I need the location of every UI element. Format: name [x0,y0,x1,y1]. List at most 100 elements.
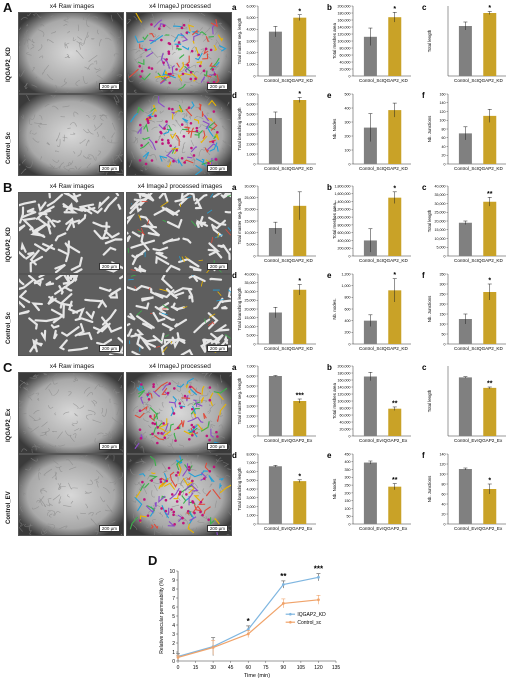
category-label: Control_Ev [359,438,382,443]
significance-marker: * [247,617,251,626]
y-tick-label: 200 [345,491,351,495]
y-tick-label: 40,000 [340,420,351,424]
y-tick-label: 140,000 [338,385,351,389]
processed-micrograph: 200 µm [126,372,232,454]
y-tick-label: 6,000 [247,102,256,106]
category-label: Control_Sc [454,166,477,171]
y-axis-label: Total meshes area [332,203,337,239]
y-tick-label: 1 [172,650,175,656]
row-label: Control_Sc [6,131,12,164]
category-label: IQGAP2_Ex [382,438,408,443]
subpanel-letter: f [422,271,425,280]
y-tick-label: 0 [254,162,256,166]
image-title: x4 Raw images [49,3,95,10]
legend-marker [289,612,292,616]
subpanel-letter: f [422,91,425,100]
x-tick-label: 135 [332,665,341,671]
bar-IQGAP2_KD [293,100,307,164]
bar-chart-c: c Total length Control_Ev ** IQGAP2_Ex [422,363,506,443]
category-label: IQGAP2_KD [287,346,314,351]
category-label: IQGAP2_KD [382,346,409,351]
y-tick-label: 10,000 [245,231,256,235]
bar-Control_Sc [458,26,472,76]
bar-chart-d: d 0 1,000 2,000 3,000 4,000 5,000 6,000 7,000 8,0… [232,451,316,531]
bar-Control_Sc [268,228,282,256]
y-tick-label: 15,000 [245,316,256,320]
significance-marker: * [393,185,396,192]
subpanel-letter: d [232,91,237,100]
x-tick-label: 0 [177,665,180,671]
y-tick-label: 7,000 [247,92,256,96]
category-label: IQGAP2_KD [477,78,504,83]
category-label: Control_Sc [264,346,287,351]
bar-IQGAP2_Ex [293,401,307,436]
y-tick-label: 40 [442,145,446,149]
y-tick-label: 4,000 [247,28,256,32]
y-tick-label: 0 [254,74,256,78]
scale-bar: 200 µm [206,263,228,270]
y-tick-label: 3,000 [247,132,256,136]
y-axis-label: Nb. Junctions [427,475,432,502]
y-tick-label: 5 [172,614,175,620]
y-tick-label: 5,000 [247,384,256,388]
y-axis-label: Total length [427,29,432,52]
bar-chart-d: d 0 5,000 10,000 15,000 20,000 25,000 30,000 35,… [232,271,316,351]
y-tick-label: 4,000 [247,394,256,398]
y-tick-label: 1,000 [247,63,256,67]
panel-letter: C [3,360,13,375]
y-tick-label: 2,000 [247,505,256,509]
bar-IQGAP2_KD [293,205,307,256]
category-label: IQGAP2_KD [382,258,409,263]
subpanel-letter: e [327,91,332,100]
legend-label: IQGAP2_KD [297,612,326,618]
data-point [317,575,320,579]
y-axis-label: Total master seg. length [237,197,242,244]
y-tick-label: 80,000 [340,406,351,410]
subpanel-letter: b [327,363,332,372]
category-label: Control_Sc [454,258,477,263]
y-tick-label: 20,000 [245,307,256,311]
y-tick-label: 25,000 [245,299,256,303]
bar-IQGAP2_Ex [388,486,402,524]
image-title: x4 Raw images [49,363,95,370]
legend-label: Control_sc [297,620,321,626]
processed-micrograph: 200 µm [126,12,232,94]
y-tick-label: 100,000 [338,399,351,403]
x-tick-label: 90 [281,665,287,671]
bar-chart-c: c 0 5,000 10,000 15,000 20,000 25,000 30,000 35,… [422,183,506,263]
scale-bar: 200 µm [98,165,120,172]
panel-letter: A [3,0,13,15]
y-tick-label: 4,000 [247,122,256,126]
y-tick-label: 0 [349,522,351,526]
y-tick-label: 0 [349,162,351,166]
data-point [176,656,180,659]
y-tick-label: 100 [440,119,446,123]
row-label: Control_EV [6,491,12,524]
bar-IQGAP2_KD [388,197,402,256]
bar-IQGAP2_Ex [388,408,402,436]
subpanel-letter: a [232,3,237,12]
bar-IQGAP2_KD [293,289,307,344]
bar-IQGAP2_KD [388,290,402,344]
y-tick-label: 60 [442,492,446,496]
bar-Control_Sc [458,133,472,164]
y-tick-label: 4,000 [247,487,256,491]
y-tick-label: 15,000 [245,219,256,223]
x-tick-label: 45 [228,665,234,671]
y-tick-label: 600 [345,307,351,311]
y-tick-label: 30,000 [245,290,256,294]
y-tick-label: 0 [349,342,351,346]
bar-chart-a: a 0 1,000 2,000 3,000 4,000 5,000 6,000 Total ma… [232,3,316,83]
raw-micrograph: 200 µm [18,94,124,176]
y-axis-label: Total branching length [237,287,242,331]
y-tick-label: 250 [440,292,446,296]
y-tick-label: 10 [169,569,175,575]
x-tick-label: 75 [263,665,269,671]
y-tick-label: 6,000 [247,374,256,378]
y-axis-label: Total meshes area [332,383,337,419]
category-label: Control_Sc [359,258,382,263]
category-label: IQGAP2_Ex [477,438,503,443]
bar-chart-a: a 0 1,000 2,000 3,000 4,000 5,000 6,000 7,000 Tot… [232,363,316,443]
y-tick-label: 0 [349,434,351,438]
significance-marker: * [298,91,301,98]
